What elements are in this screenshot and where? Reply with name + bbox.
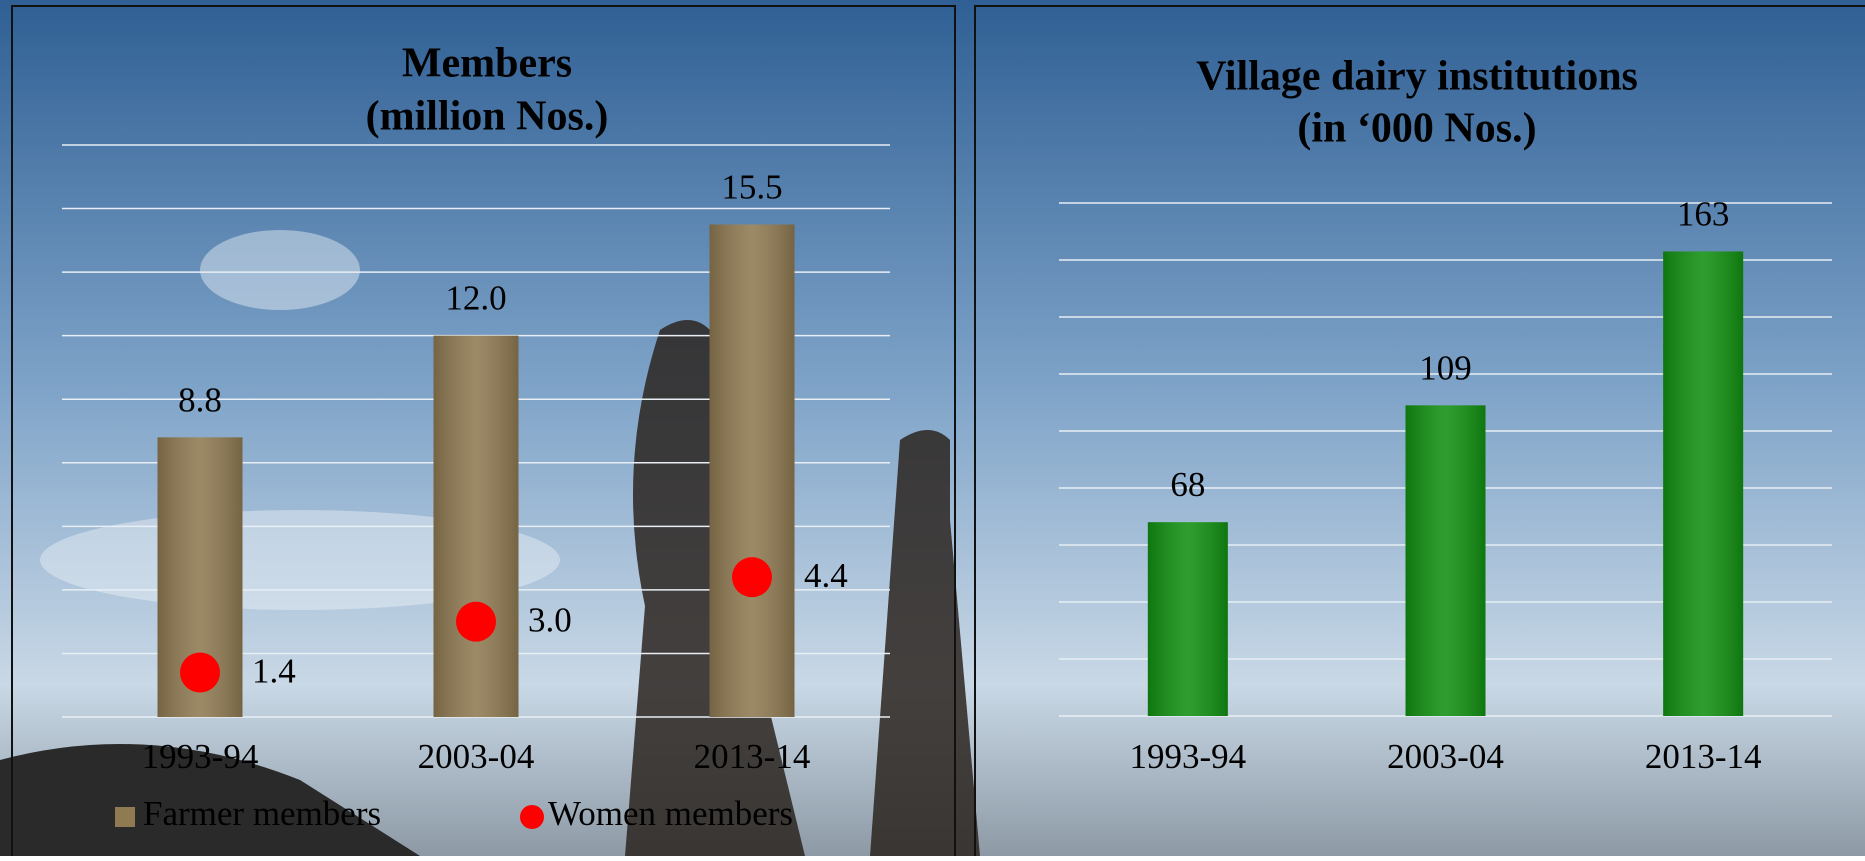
dot xyxy=(456,601,496,642)
x-tick-label: 2013-14 xyxy=(694,737,811,776)
x-tick-label: 2003-04 xyxy=(418,737,535,776)
x-tick-label: 1993-94 xyxy=(1130,737,1247,776)
data-label: 3.0 xyxy=(528,601,572,640)
hill xyxy=(0,744,420,856)
silhouette xyxy=(870,430,980,856)
x-tick-label: 1993-94 xyxy=(142,737,259,776)
data-label: 15.5 xyxy=(721,167,782,206)
chart-title: Members xyxy=(402,41,572,87)
bar-shade xyxy=(709,224,795,717)
bar-shade xyxy=(1405,405,1486,716)
data-label: 109 xyxy=(1419,348,1472,387)
chart-title: (million Nos.) xyxy=(366,94,609,140)
data-label: 12.0 xyxy=(445,279,506,318)
x-tick-label: 2003-04 xyxy=(1387,737,1504,776)
bar-shade xyxy=(1147,522,1228,716)
data-label: 163 xyxy=(1677,194,1730,233)
data-label: 1.4 xyxy=(252,652,296,691)
data-label: 4.4 xyxy=(804,556,848,595)
legend-marker xyxy=(520,805,544,829)
data-label: 8.8 xyxy=(178,380,222,419)
legend-label: Farmer members xyxy=(143,794,381,833)
data-label: 68 xyxy=(1170,465,1205,504)
bar-shade xyxy=(1663,251,1744,716)
chart-title: (in ‘000 Nos.) xyxy=(1297,106,1536,152)
panel-border xyxy=(974,5,1865,861)
bar-shade xyxy=(433,335,519,717)
chart-title: Village dairy institutions xyxy=(1196,54,1638,100)
panel-border xyxy=(11,5,956,861)
legend-marker xyxy=(115,807,135,827)
legend-label: Women members xyxy=(548,794,793,833)
cloud xyxy=(200,230,360,310)
dot xyxy=(732,557,772,598)
dot xyxy=(180,652,220,693)
x-tick-label: 2013-14 xyxy=(1645,737,1762,776)
